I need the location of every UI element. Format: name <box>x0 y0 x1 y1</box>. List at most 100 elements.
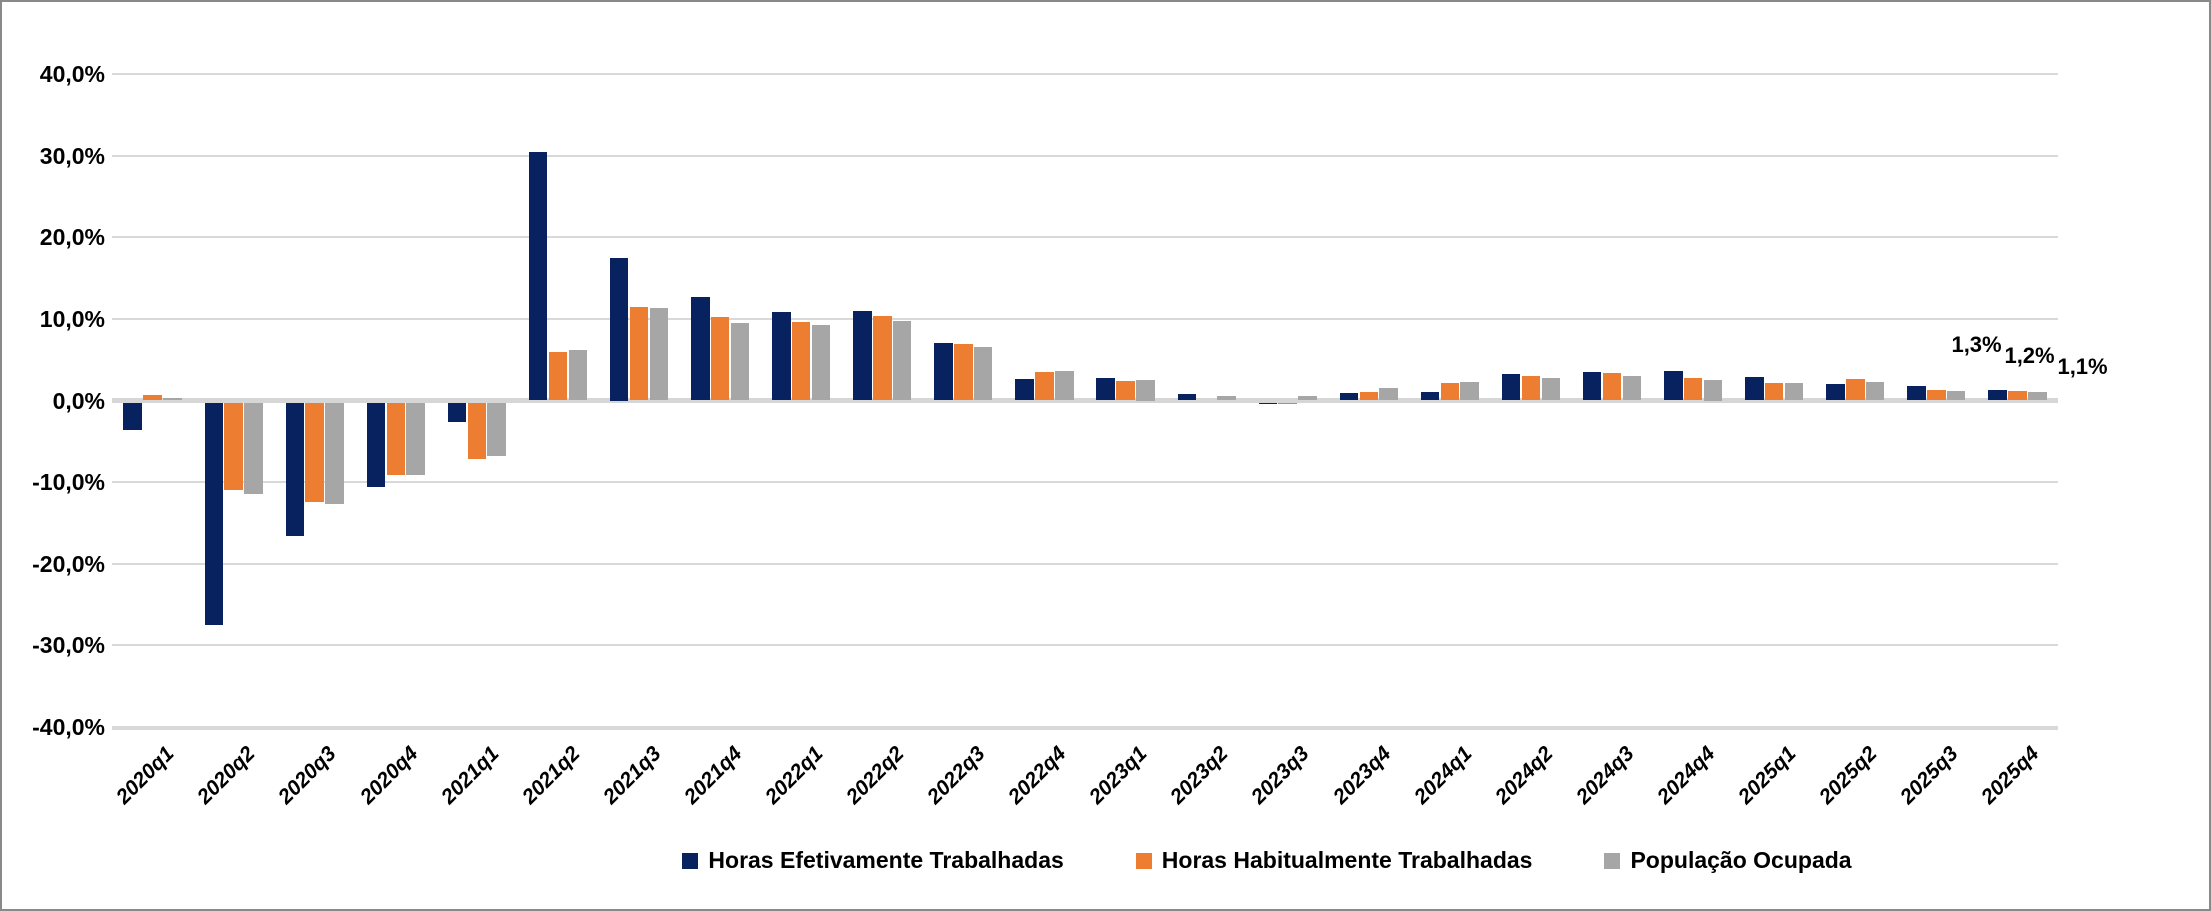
bar-horas-habitualmente-trabalhadas-2021q3 <box>629 307 649 401</box>
bar-horas-habitualmente-trabalhadas-2020q2 <box>224 402 243 490</box>
bar-horas-efetivamente-trabalhadas-2021q3 <box>609 257 629 401</box>
bar-popula-o-ocupada-2020q1 <box>163 398 182 401</box>
bar-horas-habitualmente-trabalhadas-2025q2 <box>1846 379 1865 401</box>
bar-horas-efetivamente-trabalhadas-2022q2 <box>853 310 872 401</box>
x-axis-tick-label: 2025q4 <box>1977 742 2044 809</box>
x-axis-tick-label: 2021q1 <box>436 742 504 809</box>
bar-horas-efetivamente-trabalhadas-2020q3 <box>285 402 305 537</box>
legend-label: População Ocupada <box>1630 847 1852 873</box>
y-axis-tick-label: 20,0% <box>39 224 105 251</box>
bar-popula-o-ocupada-2024q3 <box>1622 376 1642 401</box>
bar-popula-o-ocupada-2023q3 <box>1298 396 1317 401</box>
bar-horas-habitualmente-trabalhadas-2023q4 <box>1359 392 1379 401</box>
x-axis-tick-label: 2022q2 <box>841 742 909 809</box>
x-axis-tick-label: 2023q2 <box>1166 742 1233 809</box>
bar-horas-habitualmente-trabalhadas-2021q4 <box>710 317 730 401</box>
bar-horas-efetivamente-trabalhadas-2020q1 <box>123 402 142 431</box>
bar-popula-o-ocupada-2025q3 <box>1946 390 1966 401</box>
y-axis-tick-label: 10,0% <box>39 305 105 332</box>
chart-legend: Horas Efetivamente Trabalhadas Horas Hab… <box>422 847 2112 874</box>
legend-item-horas-efetivamente: Horas Efetivamente Trabalhadas <box>682 847 1064 874</box>
gridline-10 <box>112 317 2058 320</box>
bar-popula-o-ocupada-2024q2 <box>1541 378 1560 401</box>
x-axis-tick-label: 2021q2 <box>517 742 585 809</box>
bar-popula-o-ocupada-2023q1 <box>1136 380 1155 401</box>
legend-label: Horas Efetivamente Trabalhadas <box>708 847 1064 873</box>
bar-horas-efetivamente-trabalhadas-2025q1 <box>1745 376 1764 401</box>
bar-horas-efetivamente-trabalhadas-2024q2 <box>1501 373 1521 401</box>
bar-horas-habitualmente-trabalhadas-2023q1 <box>1116 380 1135 401</box>
y-axis-tick-label: 40,0% <box>39 61 105 87</box>
bar-horas-habitualmente-trabalhadas-2025q3 <box>1927 389 1946 401</box>
bar-horas-habitualmente-trabalhadas-2024q4 <box>1683 377 1703 401</box>
x-axis-tick-label: 2025q1 <box>1733 742 1801 809</box>
bar-horas-habitualmente-trabalhadas-2022q1 <box>791 322 811 401</box>
bar-horas-habitualmente-trabalhadas-2024q2 <box>1521 376 1541 401</box>
bar-popula-o-ocupada-2024q1 <box>1460 381 1479 401</box>
bar-horas-habitualmente-trabalhadas-2025q4 <box>2008 390 2027 401</box>
x-axis-tick-label: 2024q1 <box>1409 742 1477 809</box>
bar-horas-efetivamente-trabalhadas-2024q1 <box>1420 391 1440 401</box>
legend-item-populacao-ocupada: População Ocupada <box>1604 847 1852 874</box>
bar-horas-habitualmente-trabalhadas-2024q3 <box>1602 372 1622 401</box>
bar-horas-efetivamente-trabalhadas-2021q2 <box>528 152 548 401</box>
x-axis-tick-label: 2023q3 <box>1247 742 1314 809</box>
x-axis-tick-label: 2024q3 <box>1571 742 1639 809</box>
bar-horas-efetivamente-trabalhadas-2021q1 <box>447 402 467 423</box>
x-axis-tick-label: 2023q4 <box>1328 742 1396 809</box>
x-axis-tick-label: 2020q3 <box>274 742 341 809</box>
bar-popula-o-ocupada-2020q3 <box>325 402 344 504</box>
gridline-40 <box>112 73 2058 75</box>
x-axis-tick-label: 2023q1 <box>1085 742 1152 809</box>
bar-popula-o-ocupada-2021q1 <box>487 402 506 457</box>
bar-horas-habitualmente-trabalhadas-2021q1 <box>467 402 487 459</box>
bar-popula-o-ocupada-2022q4 <box>1055 371 1074 401</box>
bar-horas-habitualmente-trabalhadas-2020q4 <box>386 402 406 476</box>
bar-horas-efetivamente-trabalhadas-2025q3 <box>1907 385 1926 401</box>
y-axis-tick-label: 30,0% <box>39 142 105 169</box>
bar-popula-o-ocupada-2020q2 <box>244 402 263 494</box>
gridline--10 <box>112 481 2058 484</box>
bar-horas-efetivamente-trabalhadas-2025q4 <box>1988 389 2007 401</box>
bar-horas-habitualmente-trabalhadas-2020q1 <box>143 394 162 401</box>
bar-popula-o-ocupada-2022q2 <box>892 320 912 401</box>
gridline-20 <box>112 236 2058 239</box>
data-label-11: 1,1% <box>2057 354 2108 379</box>
bar-popula-o-ocupada-2023q2 <box>1217 396 1236 401</box>
x-axis-tick-label: 2022q1 <box>760 742 828 809</box>
bar-popula-o-ocupada-2021q4 <box>730 322 750 401</box>
bar-horas-habitualmente-trabalhadas-2022q3 <box>954 344 973 401</box>
bar-popula-o-ocupada-2025q2 <box>1865 381 1885 401</box>
bar-popula-o-ocupada-2025q1 <box>1784 382 1804 401</box>
bar-horas-efetivamente-trabalhadas-2022q4 <box>1015 379 1034 401</box>
bar-horas-efetivamente-trabalhadas-2023q1 <box>1096 378 1115 401</box>
bar-horas-habitualmente-trabalhadas-2024q1 <box>1440 382 1460 401</box>
y-axis-tick-label: -10,0% <box>32 469 105 496</box>
gridline-30 <box>112 154 2058 157</box>
zero-axis-line <box>112 398 2058 403</box>
x-axis-tick-label: 2020q2 <box>193 742 260 809</box>
bar-horas-efetivamente-trabalhadas-2024q3 <box>1582 371 1602 401</box>
y-axis-tick-label: -40,0% <box>32 714 105 740</box>
x-axis-tick-label: 2024q4 <box>1652 742 1720 809</box>
bar-popula-o-ocupada-2022q3 <box>973 346 993 401</box>
bar-horas-habitualmente-trabalhadas-2025q1 <box>1764 382 1784 401</box>
legend-item-horas-habitualmente: Horas Habitualmente Trabalhadas <box>1135 847 1533 874</box>
data-label-13: 1,3% <box>1951 332 2002 357</box>
bar-popula-o-ocupada-2021q2 <box>568 349 587 401</box>
x-axis-tick-label: 2025q2 <box>1814 742 1882 809</box>
y-axis-tick-label: -20,0% <box>32 550 105 577</box>
bar-horas-efetivamente-trabalhadas-2020q2 <box>204 402 224 626</box>
bar-horas-habitualmente-trabalhadas-2020q3 <box>305 402 324 503</box>
legend-label: Horas Habitualmente Trabalhadas <box>1161 847 1533 873</box>
x-axis-tick-label: 2025q3 <box>1896 742 1963 809</box>
bar-horas-habitualmente-trabalhadas-2022q4 <box>1035 371 1054 401</box>
gridline--30 <box>112 644 2058 647</box>
gridline--40 <box>112 726 2058 730</box>
data-label-12: 1,2% <box>2004 343 2055 368</box>
x-axis-tick-label: 2022q3 <box>923 742 990 809</box>
bar-popula-o-ocupada-2022q1 <box>811 325 831 401</box>
bar-horas-efetivamente-trabalhadas-2023q4 <box>1339 393 1359 401</box>
bar-horas-efetivamente-trabalhadas-2022q1 <box>772 312 791 401</box>
bar-horas-efetivamente-trabalhadas-2020q4 <box>366 402 386 487</box>
